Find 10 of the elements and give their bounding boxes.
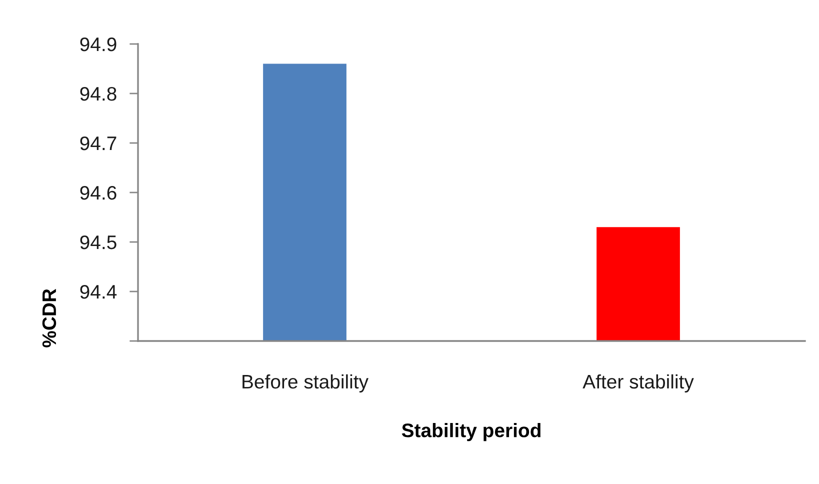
y-tick-label: 94.9 [80, 37, 116, 52]
x-tick-label: After stability [582, 374, 694, 392]
y-tick-label: 94.5 [80, 235, 116, 250]
y-tick-label: 94.8 [80, 86, 116, 101]
y-axis-title: %CDR [42, 288, 56, 348]
x-axis-title: Stability period [402, 423, 540, 442]
y-tick-label: 94.6 [80, 186, 116, 200]
y-tick-label: 94.7 [80, 136, 116, 150]
x-tick-label: Before stability [242, 374, 368, 392]
y-tick-label: 94.4 [80, 284, 117, 299]
